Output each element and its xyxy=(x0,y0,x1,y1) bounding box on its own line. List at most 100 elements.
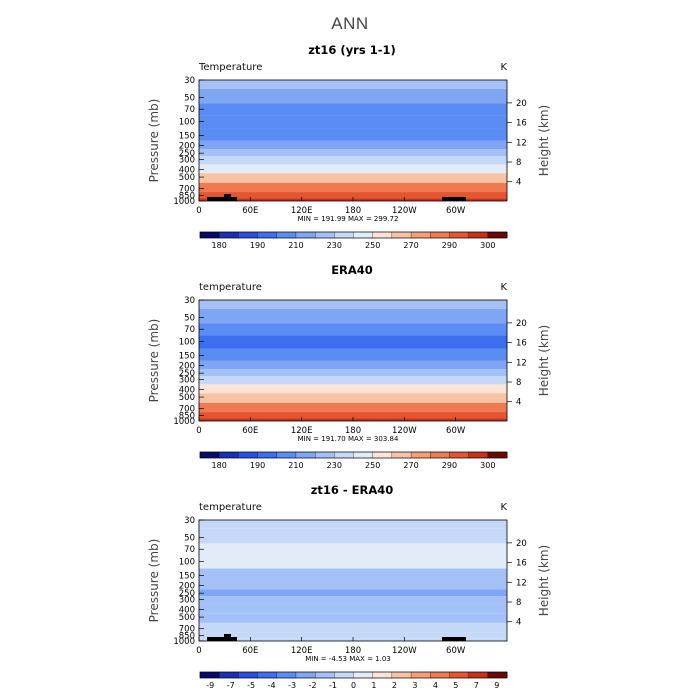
height-tick-label: 8 xyxy=(516,598,521,608)
contour-band xyxy=(199,128,507,141)
colorbar-swatch xyxy=(295,231,316,239)
pressure-tick-label: 400 xyxy=(179,605,195,615)
contour-band xyxy=(199,182,507,193)
height-tick-label: 12 xyxy=(516,358,527,368)
colorbar-swatch xyxy=(276,231,297,239)
colorbar-frame xyxy=(199,671,508,679)
colorbar-label: 300 xyxy=(480,241,495,250)
colorbar-swatch xyxy=(257,671,278,679)
colorbar-swatch xyxy=(314,451,335,459)
contour-band xyxy=(199,520,507,529)
pressure-tick-label: 700 xyxy=(179,405,195,415)
panel-title: zt16 - ERA40 xyxy=(311,483,394,497)
contour-band xyxy=(199,300,507,309)
colorbar-label: -2 xyxy=(309,681,317,690)
x-tick-label: 120W xyxy=(392,426,417,436)
colorbar-swatch xyxy=(238,231,259,239)
pressure-tick-label: 850 xyxy=(179,191,195,201)
colorbar-swatch xyxy=(430,231,450,239)
colorbar-label: 190 xyxy=(250,461,265,470)
colorbar-label: 9 xyxy=(494,681,499,690)
colorbar-label: -1 xyxy=(329,681,337,690)
x-tick-label: 0 xyxy=(196,426,201,436)
pressure-tick-label: 1000 xyxy=(173,197,195,207)
height-tick-label: 20 xyxy=(516,99,527,109)
x-tick-label: 180 xyxy=(345,426,361,436)
height-tick-label: 4 xyxy=(516,178,521,188)
figure-title: ANN xyxy=(331,14,369,33)
contour-band xyxy=(199,528,507,544)
colorbar-swatch xyxy=(430,671,450,679)
colorbar-swatch xyxy=(410,231,431,239)
pressure-tick-label: 500 xyxy=(179,173,195,183)
topography-block xyxy=(224,194,231,197)
colorbar-swatch xyxy=(219,451,239,459)
contour-band xyxy=(199,348,507,361)
panel-title: ERA40 xyxy=(331,263,373,277)
contour-band xyxy=(199,543,507,556)
colorbar-label: 180 xyxy=(212,461,227,470)
x-tick-label: 60W xyxy=(446,206,466,216)
pressure-tick-label: 850 xyxy=(179,411,195,421)
pressure-tick-label: 700 xyxy=(179,625,195,635)
unit-label: K xyxy=(500,62,507,73)
height-tick-label: 12 xyxy=(516,138,527,148)
colorbar-swatch xyxy=(199,671,220,679)
colorbar-swatch xyxy=(353,451,374,459)
panel-1: zt16 (yrs 1-1)Temperature K30507010015020… xyxy=(147,43,551,250)
contour-band xyxy=(199,149,507,157)
colorbar-label: 210 xyxy=(288,241,303,250)
colorbar-swatch xyxy=(449,231,470,239)
colorbar-label: -4 xyxy=(268,681,276,690)
topography-block xyxy=(442,637,466,641)
pressure-tick-label: 150 xyxy=(179,572,195,582)
unit-label: K xyxy=(500,502,507,513)
colorbar-swatch xyxy=(372,451,393,459)
colorbar-swatch xyxy=(257,451,278,459)
colorbar-label: -5 xyxy=(247,681,255,690)
field-label: temperature xyxy=(199,502,262,513)
stats-label: MIN = 191.70 MAX = 303.84 xyxy=(298,435,399,443)
y-axis-title-right: Height (km) xyxy=(537,545,551,616)
unit-label: K xyxy=(500,282,507,293)
pressure-tick-label: 400 xyxy=(179,385,195,395)
height-tick-label: 20 xyxy=(516,539,527,549)
height-tick-label: 16 xyxy=(516,119,527,129)
pressure-tick-label: 50 xyxy=(184,314,195,324)
pressure-tick-label: 1000 xyxy=(173,637,195,647)
colorbar-label: 3 xyxy=(412,681,417,690)
height-tick-label: 8 xyxy=(516,378,521,388)
contour-band xyxy=(199,192,507,199)
colorbar-swatch xyxy=(372,231,393,239)
pressure-tick-label: 200 xyxy=(179,361,195,371)
contour-band xyxy=(199,156,507,165)
x-tick-label: 60W xyxy=(446,646,466,656)
colorbar-swatch xyxy=(276,451,297,459)
y-axis-title-right: Height (km) xyxy=(537,325,551,396)
colorbar-swatch xyxy=(487,231,508,239)
contour-band xyxy=(199,632,507,639)
pressure-tick-label: 1000 xyxy=(173,417,195,427)
contour-band xyxy=(199,164,507,174)
pressure-tick-label: 30 xyxy=(184,76,195,86)
colorbar-swatch xyxy=(430,451,450,459)
topography-block xyxy=(442,197,466,201)
pressure-tick-label: 300 xyxy=(179,155,195,165)
pressure-tick-label: 150 xyxy=(179,352,195,362)
contour-band xyxy=(199,323,507,336)
colorbar-label: 230 xyxy=(327,461,342,470)
contour-band xyxy=(199,402,507,413)
pressure-tick-label: 250 xyxy=(179,369,195,379)
colorbar-swatch xyxy=(410,451,431,459)
contour-band xyxy=(199,622,507,633)
contour-band xyxy=(199,589,507,597)
x-tick-label: 120E xyxy=(291,426,313,436)
colorbar-label: 4 xyxy=(433,681,438,690)
pressure-tick-label: 250 xyxy=(179,149,195,159)
contour-band xyxy=(199,555,507,569)
colorbar-swatch xyxy=(334,671,354,679)
contour-band xyxy=(199,115,507,129)
field-label: temperature xyxy=(199,282,262,293)
colorbar-frame xyxy=(199,231,508,239)
